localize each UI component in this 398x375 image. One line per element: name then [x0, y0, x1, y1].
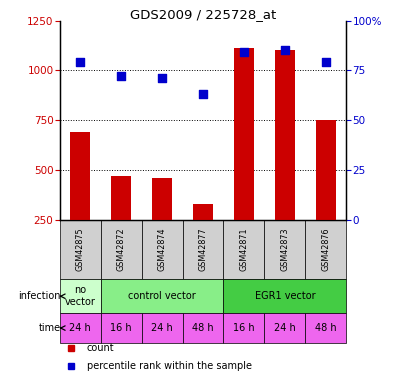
Text: GSM42877: GSM42877: [199, 228, 207, 271]
Text: 16 h: 16 h: [233, 323, 255, 333]
Bar: [101, 313, 142, 343]
Bar: [264, 313, 305, 343]
Title: GDS2009 / 225728_at: GDS2009 / 225728_at: [130, 8, 276, 21]
Bar: [183, 313, 223, 343]
Bar: [275, 51, 295, 219]
Bar: [111, 176, 131, 219]
Point: [118, 74, 124, 80]
Bar: [142, 313, 183, 343]
Bar: [305, 219, 346, 279]
Point: [159, 75, 165, 81]
Bar: [101, 219, 142, 279]
Bar: [60, 219, 101, 279]
Text: 24 h: 24 h: [151, 323, 173, 333]
Text: 48 h: 48 h: [315, 323, 337, 333]
Point: [282, 48, 288, 54]
Bar: [70, 132, 90, 219]
Text: 24 h: 24 h: [69, 323, 91, 333]
Text: GSM42872: GSM42872: [117, 228, 126, 271]
Bar: [142, 219, 183, 279]
Bar: [152, 178, 172, 219]
Text: percentile rank within the sample: percentile rank within the sample: [87, 361, 252, 370]
Bar: [223, 313, 264, 343]
Text: EGR1 vector: EGR1 vector: [255, 291, 315, 301]
Text: 16 h: 16 h: [110, 323, 132, 333]
Bar: [223, 219, 264, 279]
Text: 24 h: 24 h: [274, 323, 296, 333]
Bar: [183, 219, 223, 279]
Point: [241, 50, 247, 55]
Text: 48 h: 48 h: [192, 323, 214, 333]
Text: count: count: [87, 343, 115, 353]
Bar: [193, 204, 213, 219]
Text: GSM42873: GSM42873: [280, 228, 289, 271]
Text: GSM42876: GSM42876: [321, 228, 330, 271]
Bar: [234, 48, 254, 219]
Text: GSM42871: GSM42871: [240, 228, 248, 271]
Text: infection: infection: [18, 291, 60, 301]
Text: GSM42874: GSM42874: [158, 228, 166, 271]
Text: GSM42875: GSM42875: [76, 228, 85, 271]
Bar: [60, 313, 101, 343]
Bar: [101, 279, 223, 313]
Point: [323, 59, 329, 65]
Bar: [305, 313, 346, 343]
Bar: [223, 279, 346, 313]
Text: time: time: [38, 323, 60, 333]
Text: no
vector: no vector: [65, 285, 96, 307]
Point: [77, 59, 83, 65]
Bar: [264, 219, 305, 279]
Bar: [316, 120, 336, 219]
Text: control vector: control vector: [128, 291, 196, 301]
Bar: [60, 279, 101, 313]
Point: [200, 91, 206, 97]
